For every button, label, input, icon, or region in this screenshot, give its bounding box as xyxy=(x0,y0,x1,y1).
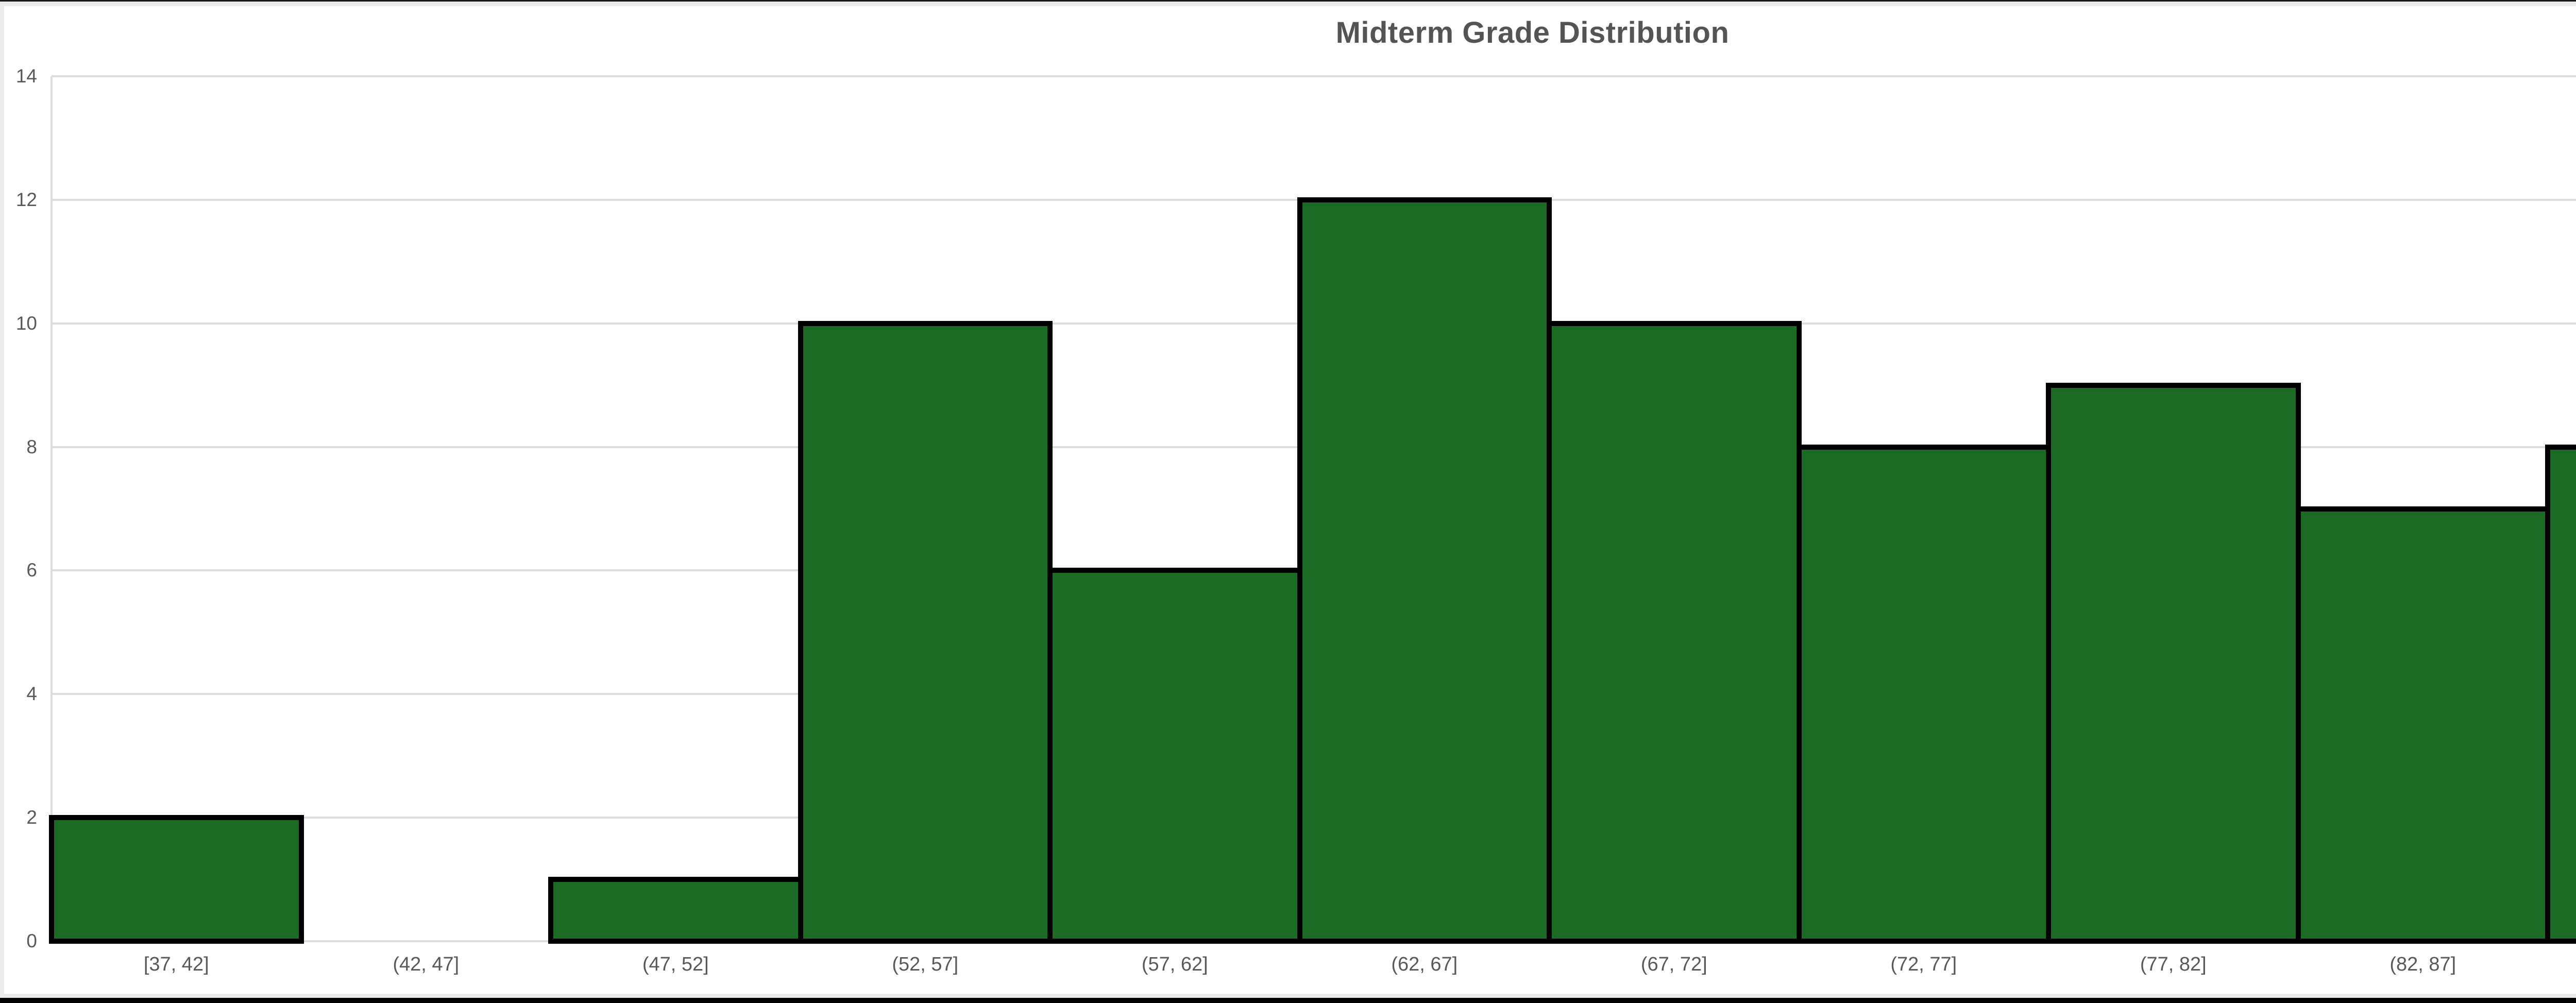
histogram-bar xyxy=(2545,444,2576,944)
frame-top-line xyxy=(0,0,2576,2)
histogram-bar xyxy=(548,877,803,944)
frame-top-border xyxy=(0,2,2576,6)
x-axis-tick-label: (42, 47] xyxy=(393,954,460,975)
x-axis-tick-label: (67, 72] xyxy=(1640,954,1707,975)
frame-left-border xyxy=(0,6,4,994)
x-axis-tick-label: (52, 57] xyxy=(892,954,959,975)
histogram-bar xyxy=(2046,382,2301,944)
x-axis-tick-label: (77, 82] xyxy=(2140,954,2207,975)
y-axis-tick-label: 0 xyxy=(26,930,37,951)
histogram-bar xyxy=(1047,568,1302,944)
x-axis-tick-label: (87, 92] xyxy=(2548,949,2576,979)
histogram-bar xyxy=(2295,506,2550,944)
y-axis-spine xyxy=(50,76,53,942)
y-axis-tick-label: 6 xyxy=(26,559,37,581)
x-axis-tick-label: (47, 52] xyxy=(642,954,709,975)
histogram-bar xyxy=(798,320,1053,944)
x-axis-tick-label: [37, 42] xyxy=(143,954,209,975)
histogram-bar xyxy=(1297,197,1552,944)
histogram-bar xyxy=(1796,444,2051,944)
histogram-bar xyxy=(1547,320,1802,944)
x-axis-tick-label: (57, 62] xyxy=(1141,954,1208,975)
x-axis-tick-label: (82, 87] xyxy=(2389,954,2456,975)
y-axis-tick-label: 8 xyxy=(26,436,37,457)
x-axis-tick-label: (62, 67] xyxy=(1391,954,1458,975)
y-axis-tick-label: 10 xyxy=(15,312,37,334)
frame-bottom-bar xyxy=(0,998,2576,1003)
x-axis-tick-label: (72, 77] xyxy=(1890,954,1957,975)
y-axis-tick-label: 12 xyxy=(15,189,37,210)
chart-title: Midterm Grade Distribution xyxy=(1335,16,1730,49)
y-axis-tick-label: 4 xyxy=(26,683,37,705)
y-axis-tick-label: 2 xyxy=(26,807,37,828)
gridline-y-14 xyxy=(52,75,2576,77)
frame-bottom-border xyxy=(0,994,2576,998)
histogram-bar xyxy=(49,815,304,944)
y-axis-tick-label: 14 xyxy=(15,65,37,87)
